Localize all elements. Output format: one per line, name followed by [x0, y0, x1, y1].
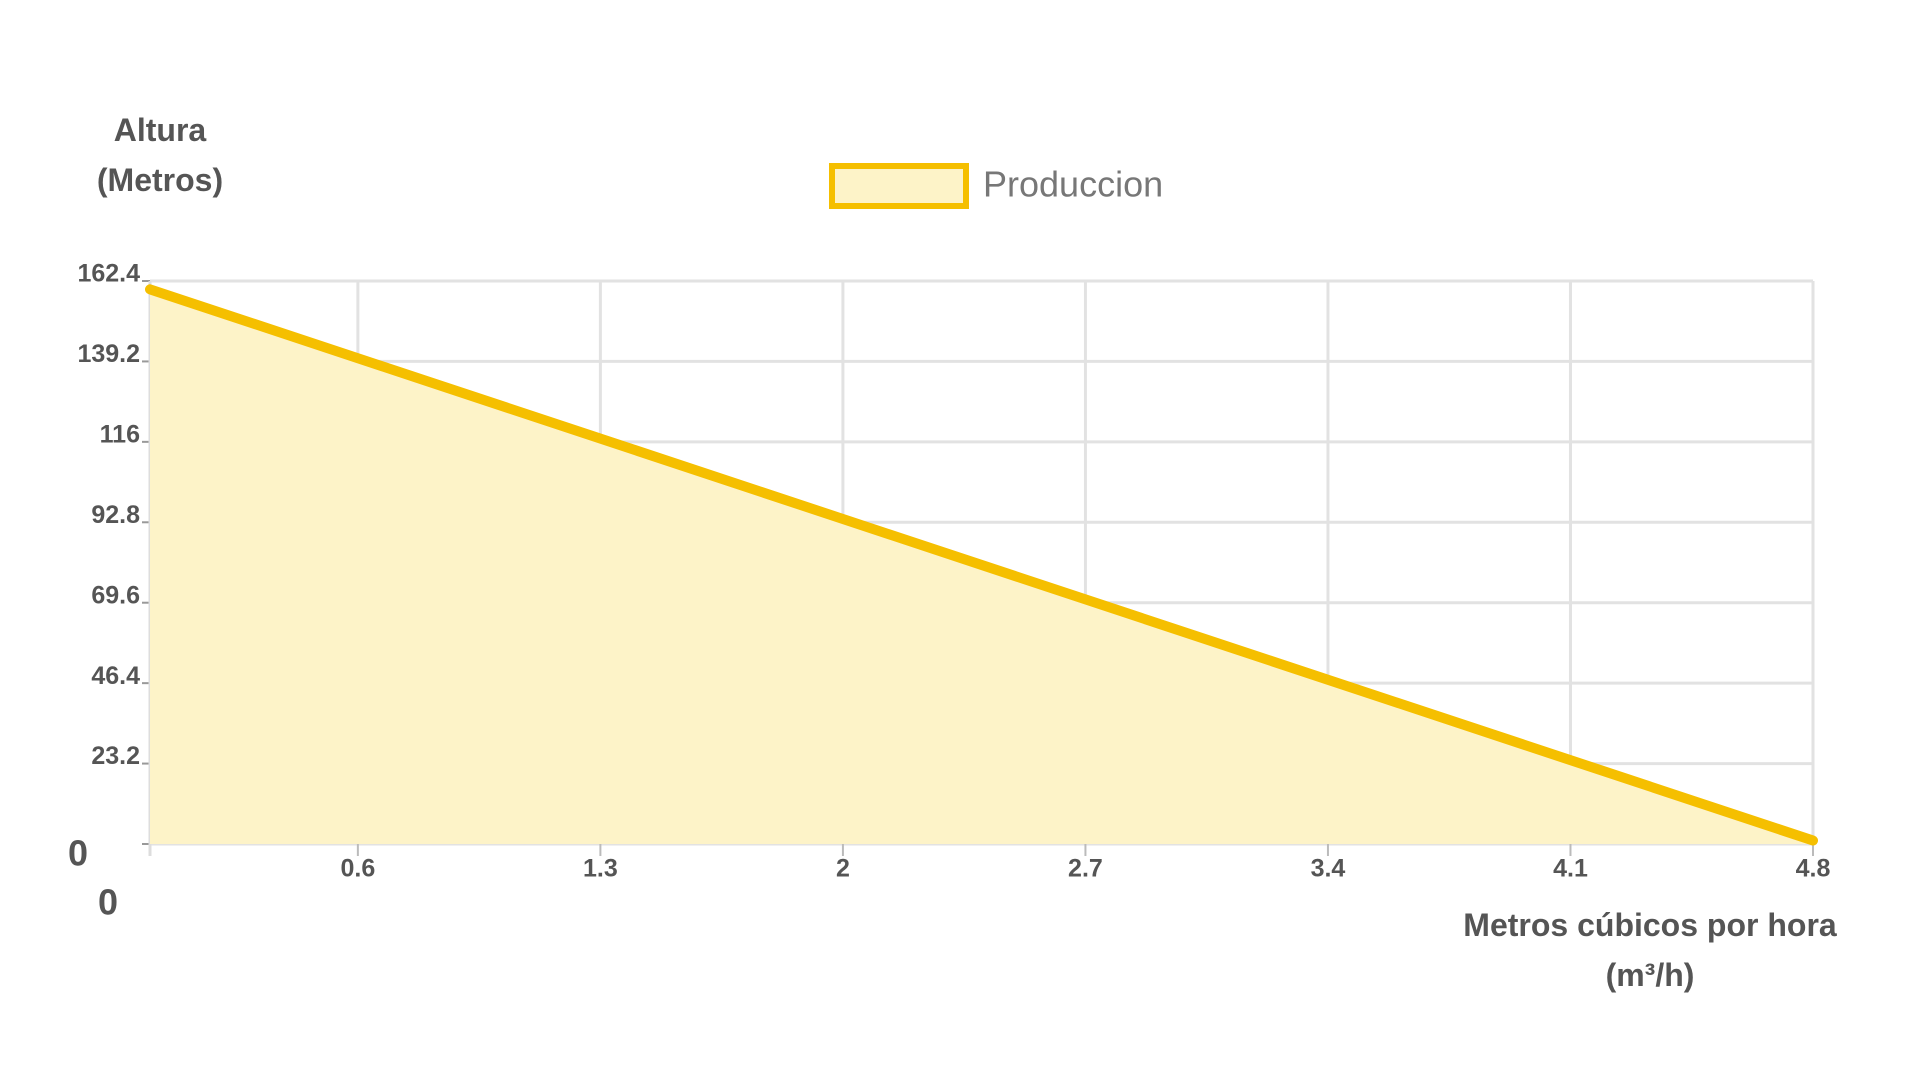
- y-tick-label: 92.8: [91, 501, 140, 529]
- y-axis-label: Altura (Metros): [96, 112, 224, 198]
- y-tick-label: 23.2: [91, 742, 140, 770]
- x-tick-label: 0.6: [340, 855, 375, 883]
- x-tick-label: 2: [836, 855, 850, 883]
- x-tick-label: 0: [98, 882, 118, 923]
- x-tick-label: 4.1: [1553, 855, 1588, 883]
- y-tick-label: 0: [68, 833, 88, 874]
- y-tick-label: 162.4: [77, 260, 140, 288]
- y-tick-label: 46.4: [91, 662, 140, 690]
- area-line: [145, 284, 1818, 846]
- x-tick-label: 3.4: [1311, 855, 1346, 883]
- y-tick-label: 69.6: [91, 581, 140, 609]
- x-tick-label: 2.7: [1068, 855, 1103, 883]
- legend-swatch: [829, 163, 969, 209]
- y-tick-label: 139.2: [77, 340, 140, 368]
- legend-label: Produccion: [983, 164, 1163, 205]
- x-tick-label: 4.8: [1796, 855, 1831, 883]
- y-tick-label: 116: [100, 420, 140, 448]
- x-axis-label: Metros cúbicos por hora (m³/h): [1463, 907, 1837, 993]
- x-tick-label: 1.3: [583, 855, 618, 883]
